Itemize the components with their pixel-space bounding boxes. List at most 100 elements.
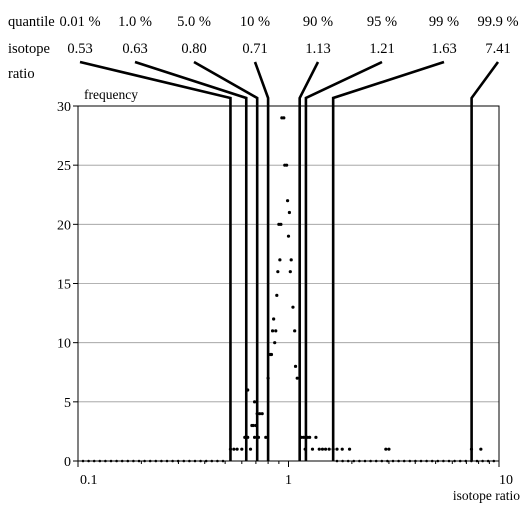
y-axis-label: frequency: [84, 87, 138, 102]
y-axis: 0 5 10 15 20 25 30: [57, 100, 78, 470]
data-point: [302, 435, 306, 439]
data-point: [320, 447, 325, 451]
data-point: [232, 447, 236, 451]
quantile-ratio-label: 0.53: [67, 41, 92, 57]
data-point: [287, 210, 292, 215]
data-point: [374, 459, 378, 463]
data-point: [358, 459, 361, 463]
data-point: [310, 447, 315, 451]
data-point: [352, 459, 356, 463]
data-point: [269, 352, 274, 357]
quantile-percent-label: 99.9 %: [477, 14, 518, 30]
data-point: [369, 459, 372, 463]
data-point: [221, 459, 225, 463]
quantile-line: [331, 60, 445, 461]
x-tick-label: 10: [499, 473, 513, 488]
quantile-ratio-label: 0.63: [122, 41, 147, 57]
y-tick-label: 5: [64, 396, 71, 411]
data-point: [458, 459, 462, 463]
quantile-percent-label: 10 %: [240, 14, 270, 30]
data-point: [115, 459, 118, 463]
quantile-line: [79, 60, 232, 461]
data-point: [137, 459, 141, 463]
data-point: [165, 459, 169, 463]
data-point: [252, 435, 257, 439]
data-point: [317, 447, 321, 451]
data-point: [272, 317, 276, 321]
data-point: [492, 459, 496, 463]
data-point: [270, 329, 275, 333]
quantile-lines: [79, 60, 500, 461]
data-point: [276, 270, 280, 274]
data-point: [282, 116, 286, 120]
data-point: [260, 412, 264, 416]
data-point: [402, 459, 406, 463]
data-point: [210, 459, 214, 463]
data-point: [264, 435, 268, 439]
data-point: [240, 447, 244, 451]
data-point: [425, 459, 428, 463]
data-point: [193, 459, 197, 463]
data-point: [248, 447, 253, 451]
data-point: [347, 447, 352, 451]
data-point: [235, 447, 239, 451]
data-point: [442, 459, 445, 463]
data-point: [182, 459, 186, 463]
data-point: [335, 447, 339, 451]
data-point: [481, 459, 484, 463]
data-point: [335, 459, 339, 463]
x-axis-label: isotope ratio: [453, 488, 520, 503]
data-point: [386, 459, 389, 463]
data-point: [293, 329, 297, 333]
data-point: [188, 459, 191, 463]
data-point: [430, 459, 434, 463]
ratio-header-label-line1: isotope: [8, 41, 50, 57]
data-point: [160, 459, 163, 463]
data-points: [81, 116, 496, 463]
data-point: [387, 447, 391, 451]
quantile-percent-label: 0.01 %: [59, 14, 100, 30]
data-point: [278, 258, 282, 262]
x-axis: 0.1 1 10: [77, 461, 513, 488]
data-point: [204, 459, 208, 463]
quantile-percent-label: 99 %: [429, 14, 459, 30]
x-tick-label: 0.1: [80, 473, 98, 488]
data-point: [109, 459, 113, 463]
ratio-header-label-line2: ratio: [8, 66, 35, 82]
data-point: [314, 435, 318, 439]
data-point: [384, 447, 388, 451]
data-point: [176, 459, 180, 463]
data-point: [285, 199, 290, 203]
data-point: [295, 376, 299, 380]
quantile-percent-label: 90 %: [303, 14, 333, 30]
data-point: [148, 459, 152, 463]
y-tick-label: 10: [57, 337, 71, 352]
data-point: [286, 234, 291, 238]
data-point: [279, 222, 283, 226]
x-tick-label: 1: [285, 473, 292, 488]
data-point: [288, 270, 292, 274]
y-tick-label: 30: [57, 100, 71, 115]
quantile-percent-label: 1.0 %: [118, 14, 152, 30]
data-point: [486, 459, 490, 463]
quantile-ratio-label: 7.41: [485, 41, 510, 57]
data-point: [275, 293, 279, 297]
data-point: [291, 305, 295, 309]
data-point: [397, 459, 400, 463]
data-point: [171, 459, 174, 463]
data-point: [252, 400, 257, 404]
data-point: [289, 258, 293, 262]
data-point: [447, 459, 451, 463]
data-point: [98, 459, 102, 463]
quantile-line: [298, 61, 320, 461]
data-point: [251, 423, 255, 428]
data-point: [408, 459, 412, 463]
quantile-header-label: quantile: [8, 14, 55, 30]
data-point: [92, 459, 96, 463]
quantile-ratio-label: 1.21: [369, 41, 394, 57]
data-point: [154, 459, 158, 463]
data-point: [199, 459, 202, 463]
data-point: [419, 459, 423, 463]
data-point: [143, 459, 146, 463]
data-point: [258, 412, 262, 416]
